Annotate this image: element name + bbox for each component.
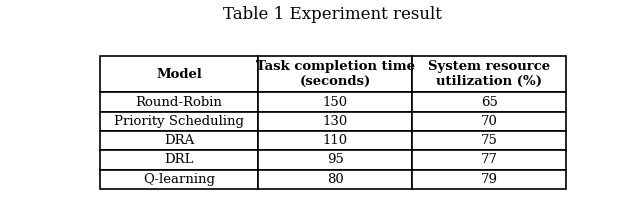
Bar: [100, 92, 259, 112]
Bar: [412, 56, 566, 92]
Text: DRA: DRA: [164, 134, 194, 147]
Text: Round-Robin: Round-Robin: [136, 96, 223, 109]
Text: 110: 110: [323, 134, 348, 147]
Text: 95: 95: [327, 154, 344, 167]
Text: 79: 79: [481, 173, 498, 186]
Bar: [100, 150, 259, 170]
Bar: [412, 131, 566, 150]
Bar: [100, 131, 259, 150]
Bar: [259, 131, 412, 150]
Bar: [412, 150, 566, 170]
Text: 150: 150: [323, 96, 348, 109]
Bar: [259, 56, 412, 92]
Text: DRL: DRL: [164, 154, 194, 167]
Bar: [412, 112, 566, 131]
Text: 75: 75: [481, 134, 497, 147]
Bar: [100, 112, 259, 131]
Text: System resource
utilization (%): System resource utilization (%): [428, 60, 550, 88]
Text: 80: 80: [327, 173, 344, 186]
Text: Q-learning: Q-learning: [143, 173, 215, 186]
Bar: [259, 92, 412, 112]
Text: Table 1 Experiment result: Table 1 Experiment result: [223, 6, 442, 24]
Bar: [100, 170, 259, 189]
Text: Task completion time
(seconds): Task completion time (seconds): [256, 60, 415, 88]
Bar: [259, 170, 412, 189]
Bar: [259, 150, 412, 170]
Text: 65: 65: [481, 96, 497, 109]
Bar: [412, 92, 566, 112]
Text: Model: Model: [156, 68, 202, 81]
Bar: [259, 112, 412, 131]
Text: 70: 70: [481, 115, 497, 128]
Bar: [412, 170, 566, 189]
Bar: [100, 56, 259, 92]
Text: 130: 130: [323, 115, 348, 128]
Text: Priority Scheduling: Priority Scheduling: [114, 115, 244, 128]
Text: 77: 77: [481, 154, 498, 167]
